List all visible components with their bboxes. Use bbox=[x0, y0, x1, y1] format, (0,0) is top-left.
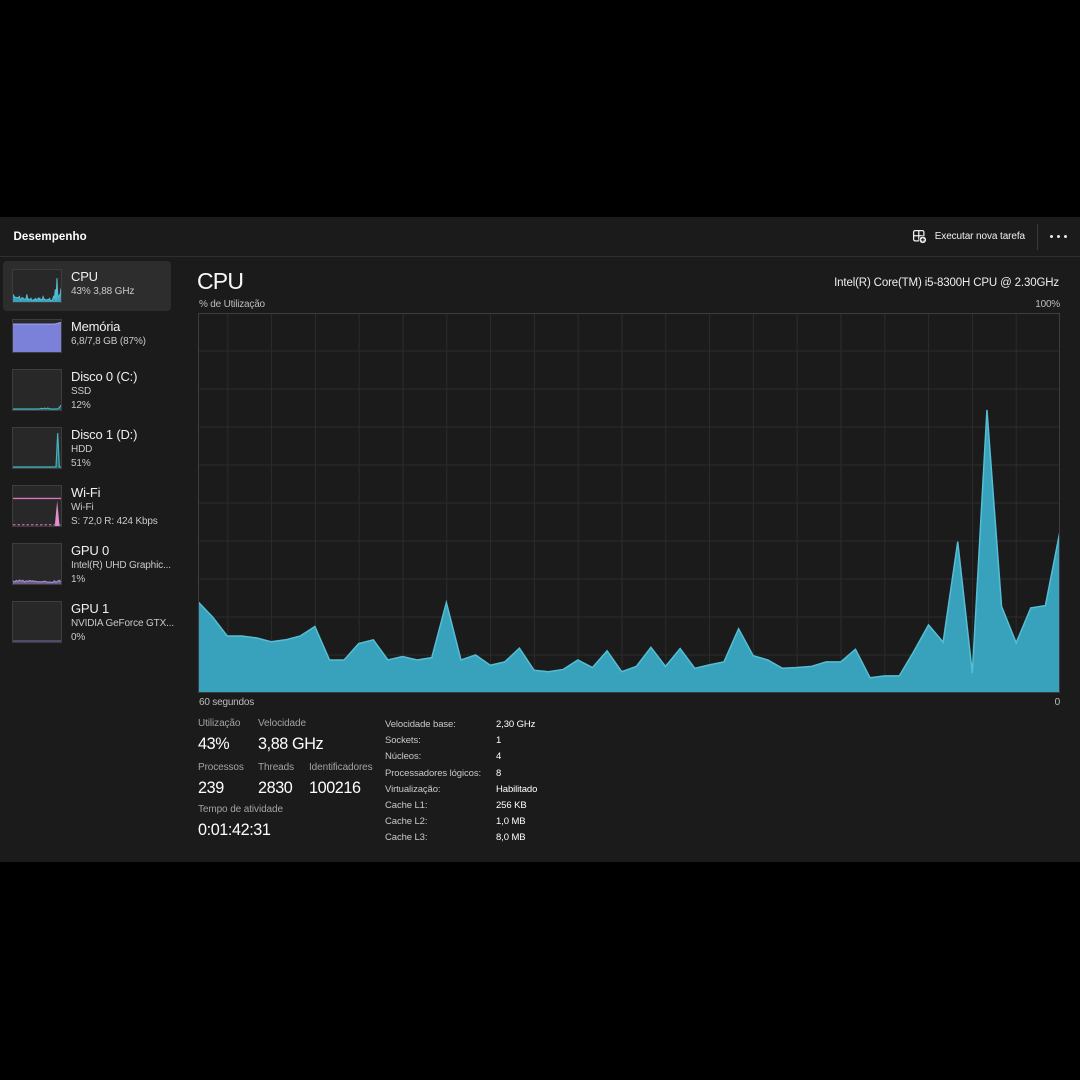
utilization-value: 43% bbox=[198, 735, 230, 753]
spec-row: Cache L1: 256 KB bbox=[385, 799, 527, 811]
y-axis-label: % de Utilização bbox=[199, 299, 265, 310]
sidebar-disk0-type: SSD bbox=[71, 386, 92, 397]
spec-row: Cache L3: 8,0 MB bbox=[385, 832, 526, 844]
uptime-label: Tempo de atividade bbox=[198, 804, 283, 815]
processes-label: Processos bbox=[198, 762, 244, 773]
sidebar-disk1-title: Disco 1 (D:) bbox=[71, 426, 138, 442]
spec-row: Sockets: 1 bbox=[385, 735, 502, 747]
task-manager-window: Desempenho bbox=[0, 217, 1080, 862]
gpu0-mini-chart bbox=[12, 543, 62, 585]
sidebar-item-gpu1[interactable]: GPU 1 NVIDIA GeForce GTX... 0% bbox=[0, 593, 181, 651]
cpu-spec-list: Velocidade base: 2,30 GHz Sockets: 1 Núcle… bbox=[385, 718, 785, 848]
run-new-task-button[interactable]: Executar nova tarefa bbox=[904, 224, 1033, 249]
spec-row: Cache L2: 1,0 MB bbox=[385, 816, 526, 828]
y-axis-max-label: 100% bbox=[1035, 299, 1060, 310]
cpu-mini-chart bbox=[12, 269, 62, 303]
spec-row: Núcleos: 4 bbox=[385, 751, 502, 763]
sidebar-memory-stats: 6,8/7,8 GB (87%) bbox=[71, 336, 146, 347]
memory-mini-chart bbox=[12, 319, 62, 353]
ellipsis-icon bbox=[1049, 235, 1053, 238]
gpu1-mini-chart bbox=[12, 601, 62, 643]
main-title: CPU bbox=[197, 268, 244, 294]
sidebar-cpu-title: CPU bbox=[71, 268, 98, 284]
sidebar-cpu-stats: 43% 3,88 GHz bbox=[71, 286, 135, 297]
utilization-label: Utilização bbox=[198, 718, 241, 729]
sidebar-item-memory[interactable]: Memória 6,8/7,8 GB (87%) bbox=[0, 311, 181, 361]
speed-value: 3,88 GHz bbox=[258, 735, 324, 753]
sidebar-gpu0-name: Intel(R) UHD Graphic... bbox=[71, 560, 171, 571]
command-bar-actions: Executar nova tarefa bbox=[904, 217, 1080, 256]
threads-label: Threads bbox=[258, 762, 294, 773]
command-bar: Desempenho bbox=[0, 217, 1080, 256]
cpu-model-name: Intel(R) Core(TM) i5-8300H CPU @ 2.30GHz bbox=[834, 277, 1059, 289]
more-options-button[interactable] bbox=[1043, 225, 1073, 249]
sidebar-gpu1-usage: 0% bbox=[71, 631, 86, 643]
sidebar-gpu0-usage: 1% bbox=[71, 573, 86, 585]
sidebar-disk1-type: HDD bbox=[71, 444, 93, 455]
threads-value: 2830 bbox=[258, 779, 293, 797]
handles-label: Identificadores bbox=[309, 762, 373, 773]
sidebar-disk0-usage: 12% bbox=[71, 399, 91, 411]
speed-label: Velocidade bbox=[258, 718, 306, 729]
sidebar-memory-title: Memória bbox=[71, 318, 121, 334]
performance-sidebar: CPU 43% 3,88 GHz Memória 6,8/7,8 GB (87%… bbox=[0, 261, 181, 651]
uptime-value: 0:01:42:31 bbox=[198, 821, 271, 839]
sidebar-wifi-adapter: Wi-Fi bbox=[71, 502, 94, 513]
spec-row: Velocidade base: 2,30 GHz bbox=[385, 719, 536, 730]
sidebar-disk0-title: Disco 0 (C:) bbox=[71, 368, 138, 384]
disk1-mini-chart bbox=[12, 427, 62, 469]
command-bar-divider bbox=[1037, 223, 1038, 250]
sidebar-gpu0-title: GPU 0 bbox=[71, 542, 110, 558]
sidebar-gpu1-name: NVIDIA GeForce GTX... bbox=[71, 618, 174, 629]
sidebar-wifi-throughput: S: 72,0 R: 424 Kbps bbox=[71, 515, 158, 527]
x-axis-zero-label: 0 bbox=[1054, 696, 1061, 708]
sidebar-gpu1-title: GPU 1 bbox=[71, 600, 110, 616]
wifi-mini-chart bbox=[12, 485, 62, 527]
sidebar-wifi-title: Wi-Fi bbox=[71, 484, 101, 500]
run-new-task-label: Executar nova tarefa bbox=[934, 231, 1025, 242]
handles-value: 100216 bbox=[309, 779, 361, 797]
command-bar-separator bbox=[0, 256, 1080, 257]
disk0-mini-chart bbox=[12, 369, 62, 411]
sidebar-item-cpu[interactable]: CPU 43% 3,88 GHz bbox=[0, 261, 181, 311]
new-task-icon bbox=[912, 229, 927, 244]
x-axis-window-label: 60 segundos bbox=[199, 696, 255, 708]
sidebar-item-disk1[interactable]: Disco 1 (D:) HDD 51% bbox=[0, 419, 181, 477]
spec-row: Processadores lógicos: 8 bbox=[385, 767, 502, 779]
sidebar-disk1-usage: 51% bbox=[71, 457, 91, 469]
sidebar-item-wifi[interactable]: Wi-Fi Wi-Fi S: 72,0 R: 424 Kbps bbox=[0, 477, 181, 535]
sidebar-item-disk0[interactable]: Disco 0 (C:) SSD 12% bbox=[0, 361, 181, 419]
sidebar-item-gpu0[interactable]: GPU 0 Intel(R) UHD Graphic... 1% bbox=[0, 535, 181, 593]
page-title: Desempenho bbox=[13, 231, 87, 243]
processes-value: 239 bbox=[198, 779, 224, 797]
spec-row: Virtualização: Habilitado bbox=[385, 783, 538, 795]
cpu-history-chart bbox=[198, 313, 1060, 693]
